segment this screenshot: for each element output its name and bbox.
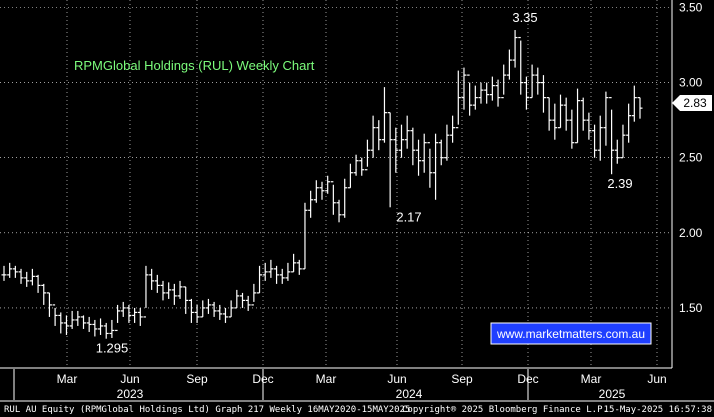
price-annotation: 3.35 <box>512 10 537 25</box>
x-year-label: 2025 <box>599 387 626 401</box>
watermark-text: www.marketmatters.com.au <box>496 327 645 341</box>
last-price-label: 2.83 <box>683 96 707 110</box>
x-tick-label: Jun <box>387 372 406 386</box>
y-tick-label: 3.50 <box>679 1 703 15</box>
y-tick-label: 2.50 <box>679 151 703 165</box>
footer-left: RUL AU Equity (RPMGlobal Holdings Ltd) G… <box>4 405 410 415</box>
last-price-marker: 2.83 <box>672 95 712 111</box>
x-tick-label: Jun <box>120 372 139 386</box>
price-annotation: 1.295 <box>96 341 129 356</box>
grid <box>0 0 672 368</box>
x-tick-label: Mar <box>57 372 78 386</box>
footer-center: Copyright® 2025 Bloomberg Finance L.P. <box>402 405 608 415</box>
ohlc-bars <box>1 30 643 339</box>
price-annotation: 2.17 <box>396 209 421 224</box>
x-tick-label: Mar <box>581 372 602 386</box>
x-tick-label: Jun <box>647 372 666 386</box>
chart-title: RPMGlobal Holdings (RUL) Weekly Chart <box>74 58 315 73</box>
watermark: www.marketmatters.com.au <box>490 322 652 345</box>
x-tick-label: Sep <box>186 372 208 386</box>
annotations: 1.295 2.17 3.35 2.39 <box>96 10 633 356</box>
x-tick-label: Mar <box>316 372 337 386</box>
footer: RUL AU Equity (RPMGlobal Holdings Ltd) G… <box>4 405 712 415</box>
price-annotation: 2.39 <box>607 176 632 191</box>
y-tick-label: 3.00 <box>679 76 703 90</box>
footer-right: 15-May-2025 16:57:38 <box>604 405 712 415</box>
x-year-label: 2023 <box>117 387 144 401</box>
y-tick-label: 1.50 <box>679 301 703 315</box>
y-tick-label: 2.00 <box>679 226 703 240</box>
x-tick-label: Sep <box>451 372 473 386</box>
x-year-label: 2024 <box>396 387 423 401</box>
